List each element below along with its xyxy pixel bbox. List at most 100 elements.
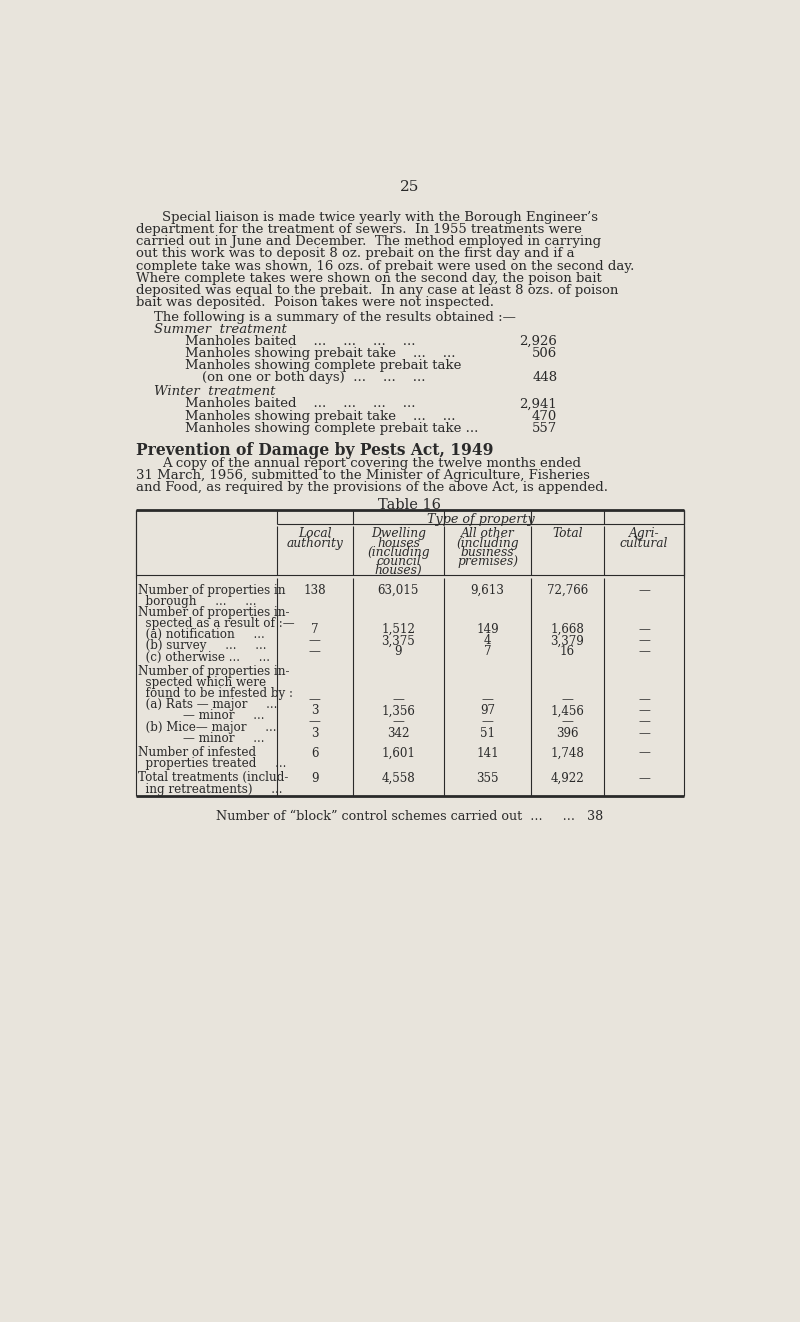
Text: —: —	[638, 623, 650, 636]
Text: business: business	[461, 546, 514, 559]
Text: —: —	[309, 635, 321, 648]
Text: department for the treatment of sewers.  In 1955 treatments were: department for the treatment of sewers. …	[136, 223, 582, 237]
Text: Prevention of Damage by Pests Act, 1949: Prevention of Damage by Pests Act, 1949	[136, 442, 493, 459]
Text: borough     ...     ...: borough ... ...	[138, 595, 257, 608]
Text: (c) otherwise ...     ...: (c) otherwise ... ...	[138, 650, 270, 664]
Text: —: —	[638, 584, 650, 598]
Text: spected which were: spected which were	[138, 676, 266, 689]
Text: 149: 149	[476, 623, 499, 636]
Text: 63,015: 63,015	[378, 584, 419, 598]
Text: Total treatments (includ-: Total treatments (includ-	[138, 772, 288, 784]
Text: 342: 342	[387, 727, 410, 740]
Text: Manholes showing prebait take    ...    ...: Manholes showing prebait take ... ...	[186, 410, 464, 423]
Text: —: —	[562, 693, 574, 706]
Text: Number of properties in-: Number of properties in-	[138, 665, 290, 678]
Text: 1,668: 1,668	[550, 623, 584, 636]
Text: —: —	[638, 705, 650, 718]
Text: Dwelling: Dwelling	[371, 527, 426, 541]
Text: —: —	[309, 715, 321, 728]
Text: Total: Total	[552, 527, 582, 541]
Text: spected as a result of :—: spected as a result of :—	[138, 617, 294, 631]
Text: —: —	[638, 727, 650, 740]
Text: 7: 7	[484, 645, 491, 658]
Text: 16: 16	[560, 645, 575, 658]
Text: —: —	[562, 715, 574, 728]
Text: Table 16: Table 16	[378, 498, 442, 512]
Text: houses): houses)	[374, 564, 422, 578]
Text: Summer  treatment: Summer treatment	[154, 323, 287, 336]
Text: Winter  treatment: Winter treatment	[154, 385, 276, 398]
Text: Special liaison is made twice yearly with the Borough Engineer’s: Special liaison is made twice yearly wit…	[162, 212, 598, 223]
Text: 4,922: 4,922	[550, 772, 584, 785]
Text: 25: 25	[400, 180, 420, 194]
Text: — minor     ...: — minor ...	[138, 710, 265, 722]
Text: properties treated     ...: properties treated ...	[138, 758, 286, 771]
Text: 470: 470	[532, 410, 558, 423]
Text: Number of “block” control schemes carried out  ...     ...   38: Number of “block” control schemes carrie…	[216, 810, 604, 822]
Text: 138: 138	[303, 584, 326, 598]
Text: (including: (including	[367, 546, 430, 559]
Text: 72,766: 72,766	[546, 584, 588, 598]
Text: A copy of the annual report covering the twelve months ended: A copy of the annual report covering the…	[162, 457, 581, 469]
Text: deposited was equal to the prebait.  In any case at least 8 ozs. of poison: deposited was equal to the prebait. In a…	[136, 284, 618, 297]
Text: (b) survey     ...     ...: (b) survey ... ...	[138, 640, 266, 652]
Text: 3,379: 3,379	[550, 635, 584, 648]
Text: —: —	[638, 693, 650, 706]
Text: All other: All other	[461, 527, 514, 541]
Text: 557: 557	[532, 422, 558, 435]
Text: 31 March, 1956, submitted to the Minister of Agriculture, Fisheries: 31 March, 1956, submitted to the Ministe…	[136, 469, 590, 483]
Text: council: council	[376, 555, 421, 568]
Text: —: —	[309, 645, 321, 658]
Text: —: —	[638, 772, 650, 785]
Text: —: —	[393, 693, 404, 706]
Text: 6: 6	[311, 747, 318, 760]
Text: Number of infested: Number of infested	[138, 746, 256, 759]
Text: 4,558: 4,558	[382, 772, 415, 785]
Text: —: —	[309, 693, 321, 706]
Text: 9: 9	[311, 772, 318, 785]
Text: (on one or both days)  ...    ...    ...: (on one or both days) ... ... ...	[186, 371, 434, 385]
Text: and Food, as required by the provisions of the above Act, is appended.: and Food, as required by the provisions …	[136, 481, 608, 494]
Text: complete take was shown, 16 ozs. of prebait were used on the second day.: complete take was shown, 16 ozs. of preb…	[136, 259, 634, 272]
Text: 1,356: 1,356	[382, 705, 415, 718]
Text: 7: 7	[311, 623, 318, 636]
Text: Manholes showing complete prebait take: Manholes showing complete prebait take	[186, 360, 462, 373]
Text: Manholes showing complete prebait take ...: Manholes showing complete prebait take .…	[186, 422, 487, 435]
Text: carried out in June and December.  The method employed in carrying: carried out in June and December. The me…	[136, 235, 601, 249]
Text: —: —	[638, 645, 650, 658]
Text: authority: authority	[286, 537, 343, 550]
Text: cultural: cultural	[620, 537, 668, 550]
Text: 4: 4	[484, 635, 491, 648]
Text: Manholes baited    ...    ...    ...    ...: Manholes baited ... ... ... ...	[186, 334, 424, 348]
Text: (including: (including	[456, 537, 519, 550]
Text: 1,601: 1,601	[382, 747, 415, 760]
Text: 2,926: 2,926	[519, 334, 558, 348]
Text: 3,375: 3,375	[382, 635, 415, 648]
Text: 396: 396	[556, 727, 578, 740]
Text: out this work was to deposit 8 oz. prebait on the first day and if a: out this work was to deposit 8 oz. preba…	[136, 247, 574, 260]
Text: Manholes showing prebait take    ...    ...: Manholes showing prebait take ... ...	[186, 348, 464, 360]
Text: —: —	[482, 715, 494, 728]
Text: — minor     ...: — minor ...	[138, 732, 265, 744]
Text: ing retreatments)     ...: ing retreatments) ...	[138, 783, 282, 796]
Text: 355: 355	[476, 772, 498, 785]
Text: 2,941: 2,941	[519, 398, 558, 410]
Text: (a) notification     ...: (a) notification ...	[138, 628, 265, 641]
Text: 448: 448	[532, 371, 558, 385]
Text: premises): premises)	[457, 555, 518, 568]
Text: 3: 3	[311, 705, 318, 718]
Text: 506: 506	[532, 348, 558, 360]
Text: houses: houses	[377, 537, 420, 550]
Text: 3: 3	[311, 727, 318, 740]
Text: The following is a summary of the results obtained :—: The following is a summary of the result…	[154, 311, 516, 324]
Text: 1,748: 1,748	[550, 747, 584, 760]
Text: 1,512: 1,512	[382, 623, 415, 636]
Text: —: —	[638, 747, 650, 760]
Text: bait was deposited.  Poison takes were not inspected.: bait was deposited. Poison takes were no…	[136, 296, 494, 309]
Text: —: —	[482, 693, 494, 706]
Text: Manholes baited    ...    ...    ...    ...: Manholes baited ... ... ... ...	[186, 398, 424, 410]
Text: 1,456: 1,456	[550, 705, 584, 718]
Text: Local: Local	[298, 527, 331, 541]
Text: Agri-: Agri-	[629, 527, 659, 541]
Text: (a) Rats — major     ...: (a) Rats — major ...	[138, 698, 278, 711]
